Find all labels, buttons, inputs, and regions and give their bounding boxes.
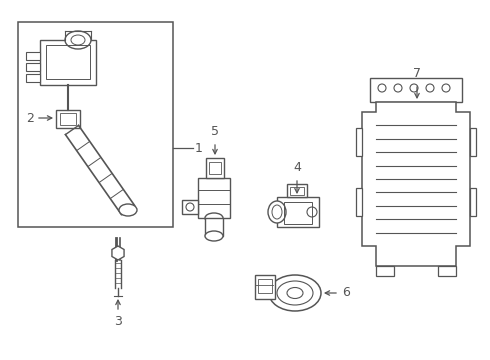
Ellipse shape	[119, 204, 137, 216]
Text: 3: 3	[114, 315, 122, 328]
Bar	[26, 52, 40, 60]
Ellipse shape	[268, 201, 286, 223]
Text: 7: 7	[413, 67, 421, 80]
Bar	[26, 74, 40, 82]
Bar	[356, 128, 362, 156]
Ellipse shape	[205, 231, 223, 241]
Ellipse shape	[205, 213, 223, 223]
Bar	[206, 158, 224, 178]
Bar	[290, 187, 304, 195]
Bar	[46, 45, 90, 79]
Bar	[198, 178, 230, 218]
Bar	[370, 78, 462, 102]
Bar	[40, 40, 96, 85]
Bar	[60, 113, 76, 125]
Bar	[438, 266, 456, 276]
Bar	[258, 279, 272, 293]
Bar	[376, 266, 394, 276]
Bar	[470, 188, 476, 216]
Bar	[255, 275, 275, 299]
Text: 2: 2	[26, 112, 34, 125]
Bar	[56, 110, 80, 128]
Bar	[284, 202, 312, 224]
Text: 4: 4	[293, 161, 301, 174]
Bar	[209, 162, 221, 174]
Bar	[18, 22, 173, 227]
Ellipse shape	[65, 31, 91, 49]
Bar	[470, 128, 476, 156]
Text: 1: 1	[195, 141, 203, 154]
Ellipse shape	[269, 275, 321, 311]
Bar	[287, 184, 307, 197]
Bar	[277, 197, 319, 227]
Bar	[26, 63, 40, 71]
Polygon shape	[362, 102, 470, 266]
Text: 5: 5	[211, 125, 219, 138]
Bar	[356, 188, 362, 216]
Bar	[182, 200, 198, 214]
Polygon shape	[112, 246, 124, 260]
Text: 6: 6	[342, 287, 350, 300]
Bar	[205, 218, 223, 236]
